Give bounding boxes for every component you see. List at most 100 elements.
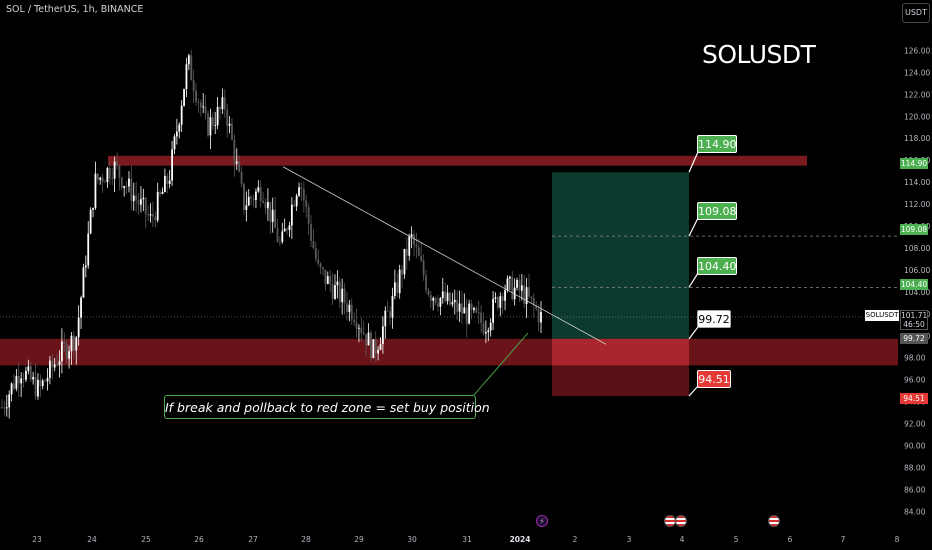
candle-body (353, 319, 356, 323)
candle-body (264, 202, 267, 209)
target-3-tag[interactable]: 114.90 (697, 135, 737, 153)
candle-body (358, 327, 360, 329)
candle-body (326, 276, 329, 284)
candle-body (408, 236, 411, 256)
last-price-value: 101.71 (901, 311, 928, 320)
candle-body (94, 173, 97, 208)
annotation-note[interactable]: If break and pollback to red zone = set … (164, 395, 490, 419)
candle-body (429, 294, 432, 301)
candle-body (271, 209, 274, 222)
candle-body (374, 339, 377, 354)
candle-body (104, 181, 106, 183)
candle-body (499, 296, 502, 308)
candle-body (477, 312, 480, 314)
candle-body (410, 234, 413, 237)
currency-button[interactable]: USDT (902, 3, 930, 23)
candle-body (389, 311, 391, 318)
candle-body (319, 263, 322, 268)
candle-body (142, 197, 145, 200)
candle-body (63, 341, 66, 345)
candle-body (487, 330, 490, 333)
candle-body (58, 361, 61, 366)
candle-body (417, 247, 420, 256)
target-2-tag[interactable]: 109.08 (697, 202, 737, 220)
candle-body (15, 375, 18, 389)
x-tick-label: 30 (407, 535, 417, 544)
y-tick-label: 126.00 (904, 46, 930, 55)
candle-body (269, 202, 272, 222)
candle-body (535, 305, 538, 309)
candle-body (84, 265, 87, 268)
candle-body (439, 298, 442, 307)
candle-body (252, 198, 255, 200)
candle-body (118, 165, 121, 178)
candle-body (276, 227, 279, 242)
candle-body (183, 89, 185, 106)
x-tick-label: 31 (462, 535, 472, 544)
candle-body (53, 364, 56, 368)
candle-body (180, 105, 183, 125)
candle-body (56, 364, 58, 366)
y-tick-label: 104.00 (904, 288, 930, 297)
candle-body (32, 376, 35, 380)
candle-body (489, 322, 492, 331)
candle-body (259, 187, 262, 202)
candle-body (365, 334, 368, 346)
candle-body (192, 80, 195, 91)
candle-body (537, 308, 540, 323)
x-tick-label: 8 (895, 535, 900, 544)
symbol-info[interactable]: SOL / TetherUS, 1h, BINANCE (6, 4, 144, 15)
candle-body (322, 267, 324, 270)
y-tick-label: 92.00 (904, 420, 926, 429)
candle-body (197, 101, 200, 103)
candle-body (317, 259, 320, 264)
lightning-icon[interactable]: ⚡ (536, 515, 548, 527)
candle-body (39, 379, 42, 387)
support-zone (0, 338, 898, 366)
symbol-axis-label: SOLUSDT (865, 310, 899, 321)
candle-body (247, 196, 250, 206)
candle-body (5, 407, 8, 409)
candle-body (243, 183, 245, 210)
candle-body (77, 317, 80, 338)
x-tick-label: 24 (87, 535, 97, 544)
annotation-pointer (473, 332, 529, 396)
candle-body (245, 205, 248, 210)
candle-body (343, 288, 346, 304)
candle-body (281, 231, 284, 242)
candle-body (72, 335, 75, 351)
candle-body (101, 177, 104, 182)
candle-body (27, 366, 30, 371)
candle-body (415, 244, 418, 248)
us-flag-icon[interactable] (675, 515, 687, 527)
y-tick-label: 90.00 (904, 441, 926, 450)
candle-body (501, 296, 504, 301)
candle-body (482, 323, 485, 334)
candle-body (456, 299, 459, 312)
target-1-tag[interactable]: 104.40 (697, 257, 737, 275)
entry-tag[interactable]: 99.72 (697, 310, 731, 328)
candle-body (473, 307, 475, 310)
candle-body (152, 214, 154, 217)
x-tick-label: 28 (301, 535, 311, 544)
y-tick-label: 124.00 (904, 68, 930, 77)
candle-body (516, 280, 518, 288)
candle-body (381, 326, 384, 345)
candle-body (211, 117, 214, 126)
candle-body (65, 344, 68, 359)
us-flag-icon[interactable] (768, 515, 780, 527)
candle-body (384, 310, 387, 327)
candle-body (132, 195, 135, 202)
candle-body (504, 290, 506, 301)
candle-body (226, 109, 229, 126)
stop-tag[interactable]: 94.51 (697, 370, 731, 388)
candle-body (223, 97, 226, 110)
candle-body (513, 287, 516, 300)
candle-body (147, 214, 150, 216)
candle-body (290, 204, 293, 226)
y-tick-label: 118.00 (904, 134, 930, 143)
x-tick-label: 2 (573, 535, 578, 544)
candle-body (171, 149, 173, 181)
